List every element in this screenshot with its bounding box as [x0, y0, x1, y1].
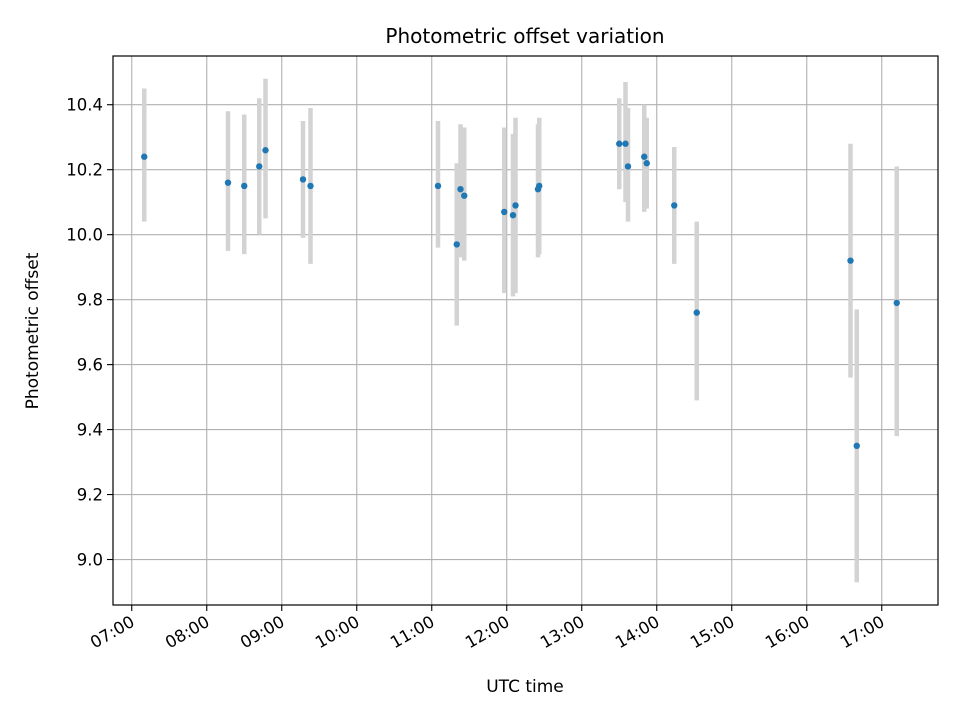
y-tick-label: 10.0 [66, 226, 103, 245]
data-point [641, 153, 648, 160]
data-point [643, 160, 650, 167]
plot-frame [112, 55, 939, 606]
y-tick-label: 10.4 [66, 96, 103, 115]
data-point [616, 140, 623, 147]
y-tick-label: 10.2 [66, 161, 103, 180]
data-points [141, 140, 900, 450]
data-point [853, 442, 860, 450]
data-point [693, 309, 700, 316]
data-point [224, 179, 232, 186]
y-tick-label: 9.0 [77, 551, 103, 570]
data-point [501, 208, 508, 216]
data-point [453, 241, 460, 248]
data-point [893, 299, 900, 307]
data-point [262, 147, 269, 154]
y-axis: 9.0 9.2 9.4 9.6 9.8 10.0 10.2 10.4 [66, 96, 113, 570]
data-point [241, 182, 248, 190]
data-point [622, 140, 629, 147]
data-point [461, 192, 468, 199]
data-point [671, 202, 678, 209]
data-point [307, 182, 314, 190]
data-point [457, 185, 464, 193]
data-point [536, 182, 543, 190]
y-tick-label: 9.4 [77, 421, 103, 440]
chart-title: Photometric offset variation [385, 24, 664, 48]
x-axis-title: UTC time [486, 677, 564, 697]
y-tick-label: 9.8 [77, 291, 103, 310]
data-point [512, 202, 519, 209]
data-point [256, 163, 263, 170]
data-point [847, 257, 854, 264]
data-point [299, 176, 307, 183]
y-axis-title: Photometric offset [23, 252, 43, 409]
grid [113, 56, 938, 605]
y-tick-label: 9.6 [77, 356, 103, 375]
data-point [434, 182, 442, 190]
data-point [141, 153, 148, 160]
data-point [624, 163, 632, 170]
data-point [509, 211, 517, 219]
y-tick-label: 9.2 [77, 486, 103, 505]
